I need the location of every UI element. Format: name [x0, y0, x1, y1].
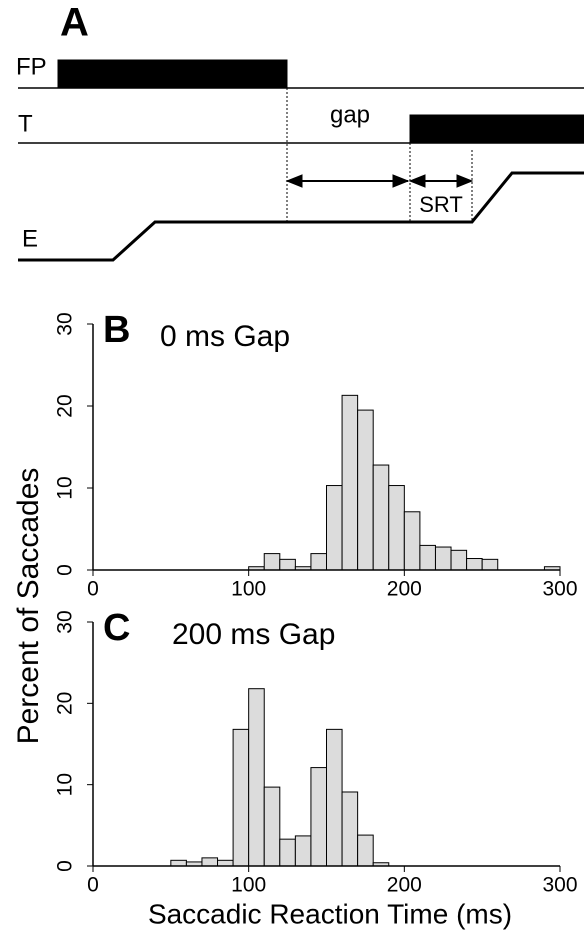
arrowhead — [456, 174, 474, 188]
bar — [263, 786, 281, 867]
bar — [388, 485, 405, 571]
arrowhead — [285, 174, 303, 188]
bar — [419, 544, 436, 571]
panel-label: A — [60, 1, 89, 45]
x-tick-label: 0 — [87, 578, 99, 601]
bar — [372, 464, 390, 571]
x-tick-label: 300 — [542, 578, 577, 601]
y-tick-label: 20 — [54, 692, 77, 715]
bar — [326, 728, 343, 867]
e-trace — [18, 171, 584, 262]
bar — [232, 728, 250, 867]
bar — [434, 546, 452, 571]
bar — [357, 409, 374, 571]
y-tick-label: 0 — [54, 564, 77, 576]
x-tick-label: 100 — [231, 578, 266, 601]
row-label: FP — [16, 53, 47, 80]
gap-label: gap — [330, 101, 370, 128]
bar — [466, 558, 483, 571]
x-tick-label: 200 — [387, 578, 422, 601]
bar — [170, 859, 187, 867]
x-tick-label: 200 — [387, 874, 422, 897]
y-tick-label: 0 — [54, 860, 77, 872]
y-tick-label: 10 — [54, 773, 77, 796]
x-tick-label: 0 — [87, 874, 99, 897]
panel-label: C — [103, 607, 130, 649]
t-bar — [409, 114, 584, 144]
bar — [481, 558, 499, 571]
row-label: T — [18, 110, 33, 137]
bar — [294, 835, 312, 867]
bar — [450, 549, 468, 571]
y-axis-title: Percent of Saccades — [12, 468, 45, 745]
bar — [326, 485, 343, 571]
panel-a — [18, 59, 584, 262]
bar — [341, 791, 359, 867]
bar — [341, 394, 359, 571]
bar — [201, 857, 219, 867]
x-tick-label: 300 — [542, 874, 577, 897]
chart-title: 200 ms Gap — [172, 618, 335, 651]
bar — [403, 511, 421, 571]
bar — [248, 688, 265, 867]
srt-label: SRT — [419, 192, 463, 217]
bar — [263, 553, 281, 571]
y-tick-label: 10 — [54, 476, 77, 499]
bar — [279, 558, 296, 571]
x-axis-title: Saccadic Reaction Time (ms) — [148, 898, 512, 929]
arrowhead — [392, 174, 410, 188]
y-tick-label: 30 — [54, 312, 77, 335]
row-label: E — [22, 225, 38, 252]
fp-bar — [57, 59, 288, 89]
bar — [310, 767, 327, 867]
chart-title: 0 ms Gap — [160, 320, 290, 353]
y-tick-label: 20 — [54, 394, 77, 417]
y-tick-label: 30 — [54, 610, 77, 633]
bar — [279, 838, 296, 867]
x-tick-label: 100 — [231, 874, 266, 897]
bar — [310, 553, 327, 571]
bar — [357, 834, 374, 867]
panel-label: B — [103, 309, 130, 351]
arrowhead — [408, 174, 426, 188]
bar — [217, 859, 234, 867]
